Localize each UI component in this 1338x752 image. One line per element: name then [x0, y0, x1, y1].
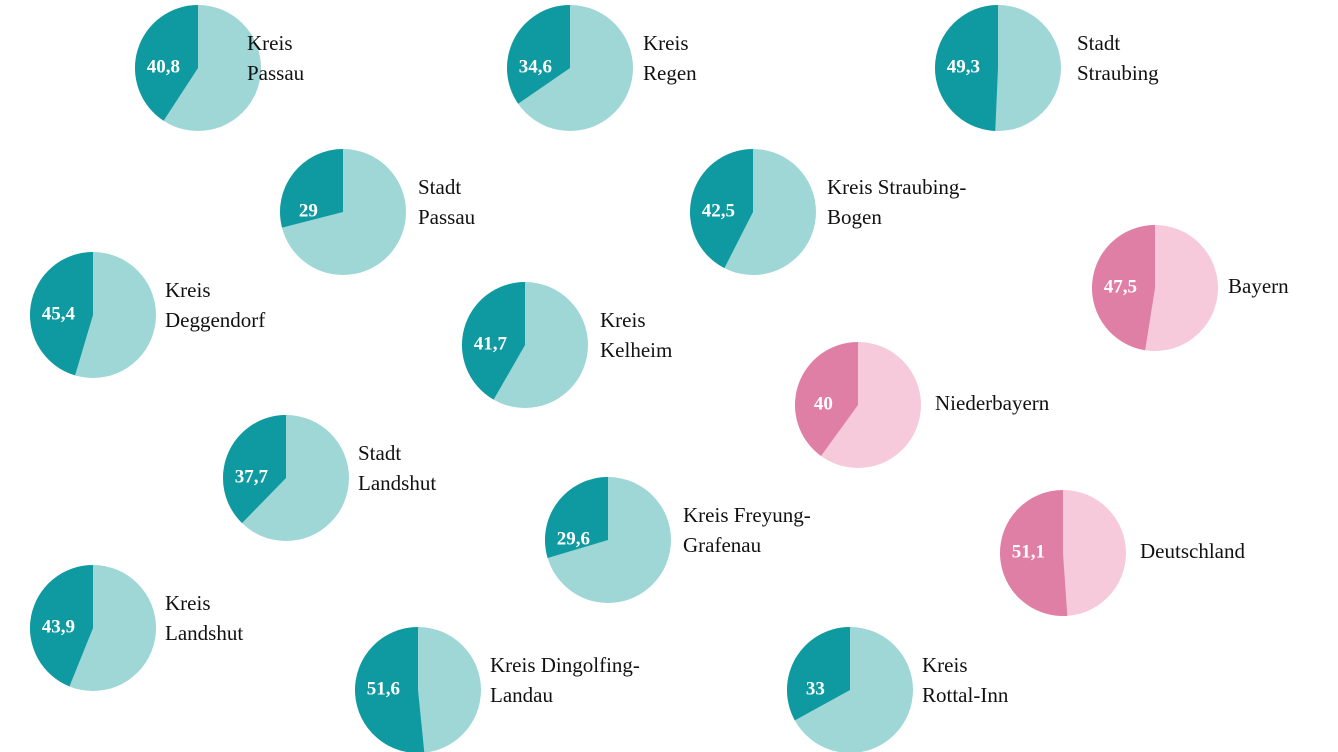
- pie-label: Bogen: [827, 205, 882, 229]
- value-label: 40,8: [147, 56, 180, 77]
- value-label: 34,6: [519, 56, 552, 77]
- pie-label: Passau: [418, 205, 476, 229]
- pie-label: Kelheim: [600, 338, 672, 362]
- value-label: 49,3: [947, 56, 980, 77]
- pie-label: Landau: [490, 683, 553, 707]
- pie-label: Niederbayern: [935, 391, 1050, 415]
- pie-label: Regen: [643, 61, 697, 85]
- pie-label: Grafenau: [683, 533, 762, 557]
- pie-slice: [29, 252, 94, 376]
- pie-slice: [134, 5, 198, 121]
- pie-label: Kreis: [165, 278, 211, 302]
- pie-label: Stadt: [1077, 31, 1120, 55]
- pie-label: Rottal-Inn: [922, 683, 1009, 707]
- pie-slice: [786, 627, 850, 721]
- value-label: 51,1: [1012, 541, 1045, 562]
- pie-label: Kreis: [922, 653, 968, 677]
- pie-label: Kreis: [247, 31, 293, 55]
- pie-slice: [935, 5, 998, 131]
- value-label: 29: [299, 200, 318, 221]
- pie-slice: [506, 5, 570, 104]
- value-label: 29,6: [557, 528, 590, 549]
- pie-label: Straubing: [1077, 61, 1159, 85]
- pie-label: Kreis: [165, 591, 211, 615]
- pie-slice: [690, 149, 753, 269]
- pie-label: Landshut: [165, 621, 243, 645]
- value-label: 47,5: [1104, 276, 1137, 297]
- pie-label: Kreis: [643, 31, 689, 55]
- pie-slice: [1000, 490, 1068, 616]
- pie-label: Deggendorf: [165, 308, 265, 332]
- value-label: 43,9: [42, 616, 75, 637]
- pie-label: Landshut: [358, 471, 436, 495]
- pie-slice: [355, 627, 425, 752]
- pie-slice: [223, 415, 286, 524]
- value-label: 45,4: [42, 303, 76, 324]
- pie-label: Stadt: [418, 175, 461, 199]
- pie-slice: [29, 565, 93, 687]
- pie-label: Bayern: [1228, 274, 1289, 298]
- pie-slice: [462, 282, 525, 400]
- pie-slice: [544, 477, 608, 558]
- pie-label: Deutschland: [1140, 539, 1245, 563]
- pie-label: Kreis Dingolfing-: [490, 653, 640, 677]
- pie-label: Stadt: [358, 441, 401, 465]
- value-label: 41,7: [474, 333, 508, 354]
- pie-slice: [795, 342, 858, 456]
- value-label: 51,6: [367, 678, 400, 699]
- pie-slice: [280, 149, 343, 228]
- value-label: 37,7: [235, 466, 269, 487]
- pie-label: Passau: [247, 61, 305, 85]
- value-label: 40: [814, 393, 833, 414]
- pie-label: Kreis Straubing-: [827, 175, 966, 199]
- value-label: 33: [806, 678, 825, 699]
- pie-label: Kreis: [600, 308, 646, 332]
- pie-slice: [1092, 225, 1155, 351]
- pie-label: Kreis Freyung-: [683, 503, 811, 527]
- value-label: 42,5: [702, 200, 735, 221]
